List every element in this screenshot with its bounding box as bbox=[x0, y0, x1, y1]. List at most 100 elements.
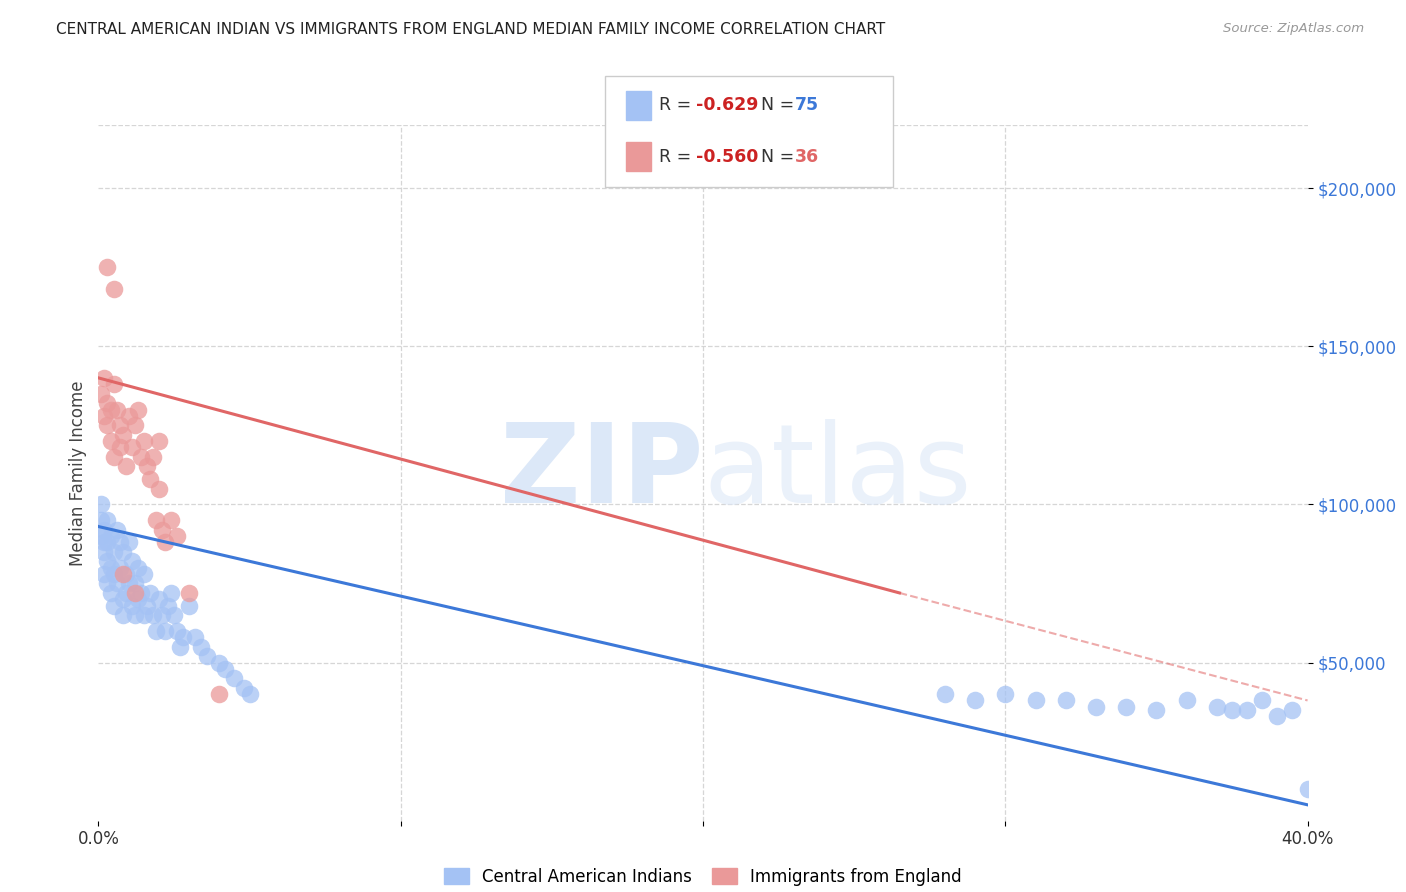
Point bbox=[103, 450, 125, 464]
Point bbox=[111, 566, 134, 581]
Point bbox=[994, 687, 1017, 701]
Point bbox=[1054, 693, 1077, 707]
Point bbox=[105, 576, 128, 591]
Point bbox=[118, 409, 141, 423]
Point bbox=[239, 687, 262, 701]
Point bbox=[156, 599, 179, 613]
Point bbox=[100, 529, 122, 543]
Point bbox=[96, 554, 118, 568]
Point bbox=[93, 535, 115, 549]
Point bbox=[96, 418, 118, 433]
Point bbox=[103, 282, 125, 296]
Point bbox=[129, 450, 152, 464]
Point bbox=[232, 681, 254, 695]
Point bbox=[145, 624, 167, 638]
Point bbox=[214, 662, 236, 676]
Point bbox=[139, 586, 162, 600]
Point bbox=[934, 687, 956, 701]
Point bbox=[1236, 703, 1258, 717]
Point bbox=[114, 586, 136, 600]
Point bbox=[111, 545, 134, 559]
Point bbox=[150, 608, 173, 623]
Text: N =: N = bbox=[761, 148, 800, 166]
Point bbox=[148, 434, 170, 449]
Point bbox=[121, 441, 143, 455]
Point bbox=[100, 402, 122, 417]
Point bbox=[142, 450, 165, 464]
Point bbox=[150, 523, 173, 537]
Point bbox=[172, 630, 194, 644]
Point bbox=[135, 599, 157, 613]
Point bbox=[108, 535, 131, 549]
Point bbox=[96, 576, 118, 591]
Point bbox=[132, 566, 155, 581]
Point bbox=[90, 529, 112, 543]
Text: N =: N = bbox=[761, 96, 800, 114]
Text: R =: R = bbox=[659, 96, 697, 114]
Point bbox=[90, 386, 112, 401]
Point bbox=[177, 586, 201, 600]
Point bbox=[1251, 693, 1274, 707]
Point bbox=[96, 260, 118, 275]
Point bbox=[90, 497, 112, 511]
Point bbox=[105, 523, 128, 537]
Point bbox=[111, 608, 134, 623]
Point bbox=[93, 371, 115, 385]
Point bbox=[93, 566, 115, 581]
Point bbox=[90, 513, 112, 527]
Point bbox=[93, 545, 115, 559]
Point bbox=[190, 640, 212, 654]
Point bbox=[114, 459, 136, 474]
Point bbox=[129, 586, 152, 600]
Point bbox=[1115, 699, 1137, 714]
Point bbox=[127, 592, 149, 607]
Text: R =: R = bbox=[659, 148, 697, 166]
Point bbox=[139, 472, 162, 486]
Point bbox=[118, 535, 141, 549]
Point bbox=[93, 523, 115, 537]
Point bbox=[103, 377, 125, 392]
Point bbox=[208, 687, 231, 701]
Point bbox=[124, 576, 146, 591]
Point bbox=[103, 566, 125, 581]
Point bbox=[121, 554, 143, 568]
Text: -0.629: -0.629 bbox=[696, 96, 758, 114]
Point bbox=[118, 576, 141, 591]
Point bbox=[127, 560, 149, 574]
Point bbox=[1024, 693, 1046, 707]
Text: -0.560: -0.560 bbox=[696, 148, 758, 166]
Point bbox=[142, 608, 165, 623]
Point bbox=[100, 434, 122, 449]
Legend: Central American Indians, Immigrants from England: Central American Indians, Immigrants fro… bbox=[437, 861, 969, 892]
Point bbox=[114, 566, 136, 581]
Point bbox=[148, 592, 170, 607]
Point bbox=[103, 599, 125, 613]
Point bbox=[105, 402, 128, 417]
Point bbox=[124, 608, 146, 623]
Point bbox=[1175, 693, 1198, 707]
Point bbox=[160, 586, 183, 600]
Text: CENTRAL AMERICAN INDIAN VS IMMIGRANTS FROM ENGLAND MEDIAN FAMILY INCOME CORRELAT: CENTRAL AMERICAN INDIAN VS IMMIGRANTS FR… bbox=[56, 22, 886, 37]
Point bbox=[208, 656, 231, 670]
Point bbox=[111, 427, 134, 442]
Point bbox=[153, 535, 176, 549]
Point bbox=[135, 459, 157, 474]
Point bbox=[124, 418, 146, 433]
Point bbox=[1085, 699, 1108, 714]
Point bbox=[93, 409, 115, 423]
Text: ZIP: ZIP bbox=[499, 419, 703, 526]
Point bbox=[108, 418, 131, 433]
Point bbox=[111, 592, 134, 607]
Point bbox=[121, 599, 143, 613]
Point bbox=[96, 513, 118, 527]
Point bbox=[127, 402, 149, 417]
Point bbox=[100, 560, 122, 574]
Point bbox=[148, 482, 170, 496]
Point bbox=[100, 586, 122, 600]
Point bbox=[145, 513, 167, 527]
Point bbox=[1281, 703, 1303, 717]
Point bbox=[184, 630, 207, 644]
Point bbox=[96, 396, 118, 410]
Point bbox=[169, 640, 191, 654]
Point bbox=[195, 649, 218, 664]
